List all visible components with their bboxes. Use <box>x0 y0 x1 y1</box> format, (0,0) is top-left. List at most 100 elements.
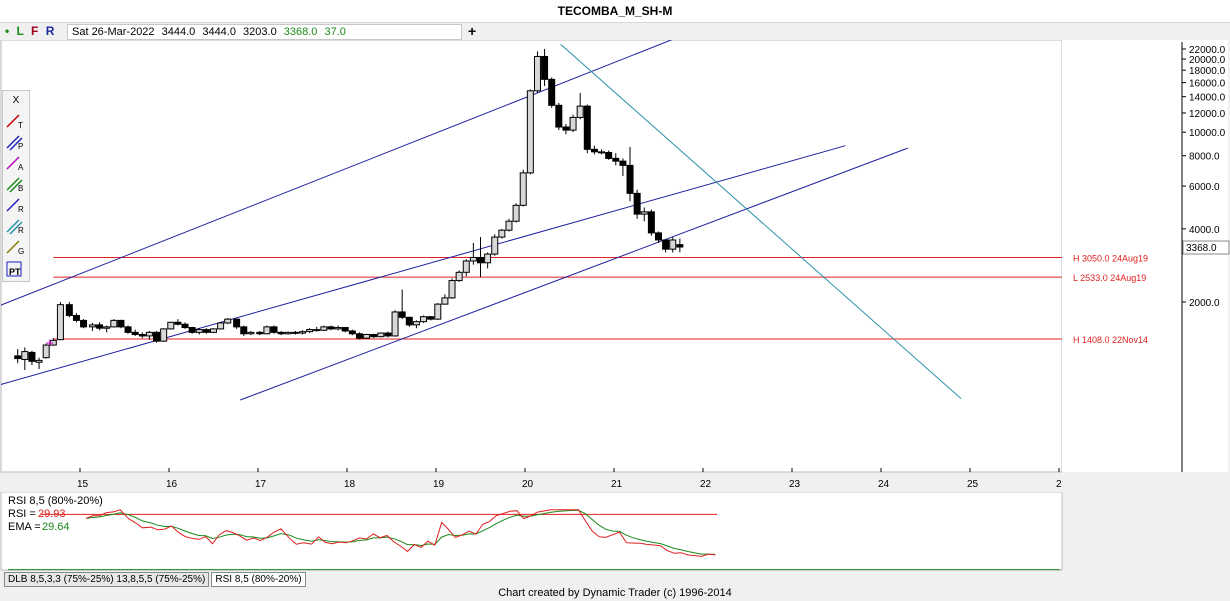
candle-body <box>533 55 541 92</box>
candle-body <box>124 326 132 333</box>
tool-letter: B <box>18 184 23 193</box>
quote-close: 3368.0 <box>283 26 318 38</box>
y-tick-label: 12000.0 <box>1189 109 1226 120</box>
x-tick-label: 24 <box>878 479 890 490</box>
price-chart-svg[interactable]: +22000.020000.018000.016000.014000.01200… <box>0 39 1230 492</box>
rsi-line <box>85 509 716 557</box>
axis-area <box>1062 40 1228 472</box>
toolbox-icons: T P A B R R G PT <box>6 114 24 277</box>
candle-body <box>526 90 534 174</box>
level-label: L 2533.0 24Aug19 <box>1073 273 1146 283</box>
x-tick-label: 20 <box>522 479 534 490</box>
candle-body <box>56 304 64 341</box>
tool-letter: P <box>18 142 23 151</box>
candle-body <box>72 314 80 321</box>
candle-body <box>277 331 285 335</box>
toolbox-close-icon[interactable]: X <box>12 95 20 106</box>
candle-body <box>224 318 232 324</box>
gann-icon <box>6 240 20 254</box>
rsi-panel[interactable]: RSI 8,5 (80%-20%) RSI = 29.93 EMA = 29.64 <box>0 491 1230 572</box>
candle-body <box>598 151 606 154</box>
add-icon[interactable]: + <box>468 23 477 39</box>
level-label: H 1408.0 22Nov14 <box>1073 335 1148 345</box>
candle-body <box>256 331 264 335</box>
candle-body <box>65 304 73 316</box>
candle-body <box>103 326 111 329</box>
candle-body <box>576 105 584 118</box>
candle-body <box>174 321 182 325</box>
y-tick-label: 4000.0 <box>1189 225 1220 236</box>
candle-body <box>441 297 449 305</box>
channel-line <box>240 147 908 401</box>
x-tick-label: 16 <box>166 479 178 490</box>
y-tick-label: 20000.0 <box>1189 55 1226 66</box>
diagonal-trendline <box>560 43 962 400</box>
candle-body <box>49 339 57 346</box>
bands-icon-second <box>9 179 23 193</box>
candle-body <box>35 359 43 363</box>
candle-body <box>633 192 641 215</box>
candle-body <box>202 329 210 333</box>
candle-body <box>434 303 442 320</box>
ema-line <box>85 509 716 555</box>
candle-body <box>491 236 499 255</box>
info-bar: • L F R Sat 26-Mar-2022 3444.0 3444.0 32… <box>0 23 1230 40</box>
candle-body <box>647 211 655 234</box>
candle-body <box>455 271 463 282</box>
marker-plus: + <box>46 334 54 350</box>
candle-body <box>583 105 591 150</box>
x-tick-label: 25 <box>967 479 979 490</box>
last-price-label: 3368.0 <box>1186 243 1217 254</box>
candle-body <box>291 331 299 334</box>
tool-letter: G <box>18 247 24 256</box>
bands-icon <box>6 177 20 191</box>
candle-body <box>188 327 196 333</box>
parallel-lines-icon-second <box>9 137 23 151</box>
x-tick-label: 15 <box>77 479 89 490</box>
price-chart[interactable]: +22000.0 20000.0 18000.0 16000.0 14000.0 1200… <box>0 39 1230 492</box>
time-projection-icon <box>6 261 22 277</box>
candle-body <box>21 351 29 360</box>
candle-body <box>363 333 371 339</box>
ratio-icon <box>6 198 20 212</box>
candle-body <box>145 331 153 337</box>
tool-letter: PT <box>9 267 21 277</box>
candle-body <box>306 329 314 333</box>
ema-value: 29.64 <box>42 521 70 533</box>
candle-body <box>270 326 278 333</box>
quote-low: 3203.0 <box>243 26 277 38</box>
tab-rsi[interactable]: RSI 8,5 (80%-20%) <box>211 572 306 587</box>
chart-title: TECOMBA_M_SH-M <box>0 0 1230 23</box>
quote-change: 37.0 <box>324 26 346 38</box>
r-button[interactable]: R <box>45 24 57 38</box>
candle-body <box>341 327 349 332</box>
candle-body <box>477 256 484 264</box>
x-tick-label: 17 <box>255 479 267 490</box>
x-tick-label: 2 <box>1056 479 1062 490</box>
candle-body <box>96 324 104 329</box>
indicator-tab-bar: DLB 8,5,3,3 (75%-25%) 13,8,5,5 (75%-25%)… <box>4 572 306 587</box>
x-tick-label: 19 <box>433 479 445 490</box>
x-tick-label: 18 <box>344 479 356 490</box>
candle-body <box>217 322 225 330</box>
l-button[interactable]: L <box>16 24 26 38</box>
status-dot-icon: • <box>5 24 12 38</box>
candle-body <box>88 324 96 328</box>
fan-icon <box>6 156 20 170</box>
candle-body <box>405 316 413 326</box>
y-tick-label: 16000.0 <box>1189 79 1226 90</box>
candle-body <box>662 239 670 250</box>
y-tick-label: 10000.0 <box>1189 128 1226 139</box>
candle-body <box>348 330 356 335</box>
ema-label: EMA = <box>8 521 41 533</box>
footer-credit: Chart created by Dynamic Trader (c) 1996… <box>498 587 732 599</box>
candle-body <box>655 232 662 241</box>
retracement-icon <box>6 219 20 233</box>
tool-letter: T <box>18 121 23 130</box>
f-button[interactable]: F <box>31 24 41 38</box>
rsi-label: RSI = <box>8 508 36 520</box>
candle-body <box>619 160 627 166</box>
candle-body <box>117 319 125 328</box>
candle-body <box>247 331 255 335</box>
